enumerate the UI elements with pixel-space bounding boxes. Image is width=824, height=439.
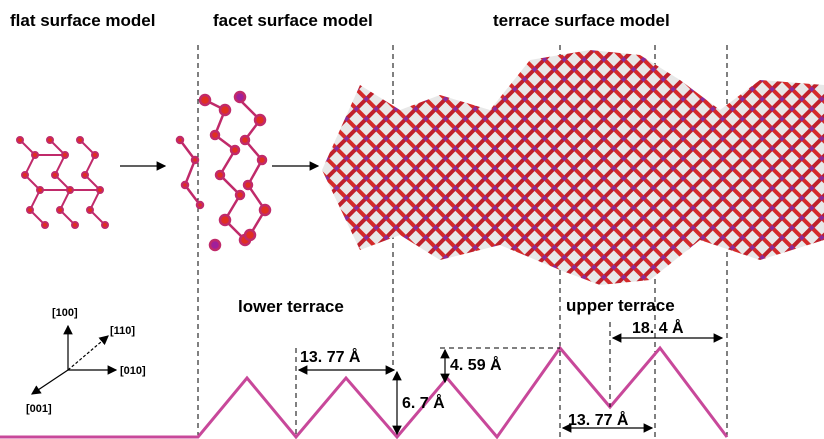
dimension-label: 18. 4 Å	[632, 318, 684, 337]
axis-label: [110]	[110, 325, 135, 337]
terrace-label: lower terrace	[238, 297, 344, 316]
figure: flat surface model facet surface model t…	[0, 0, 824, 439]
dimension-label: 4. 59 Å	[450, 355, 502, 374]
axis-label: [001]	[26, 403, 52, 415]
terrace-label: upper terrace	[566, 296, 675, 315]
dimension-label: 13. 77 Å	[568, 410, 629, 429]
terrace-lattice	[322, 50, 824, 285]
facet-model	[177, 92, 270, 250]
title: terrace surface model	[493, 11, 670, 30]
flat-model	[17, 137, 108, 228]
title: facet surface model	[213, 11, 373, 30]
dimension-label: 6. 7 Å	[402, 393, 445, 412]
title: flat surface model	[10, 11, 156, 30]
dimension-label: 13. 77 Å	[300, 347, 361, 366]
axis-label: [100]	[52, 307, 78, 319]
axis-label: [010]	[120, 365, 146, 377]
axes-arrows	[32, 326, 116, 394]
